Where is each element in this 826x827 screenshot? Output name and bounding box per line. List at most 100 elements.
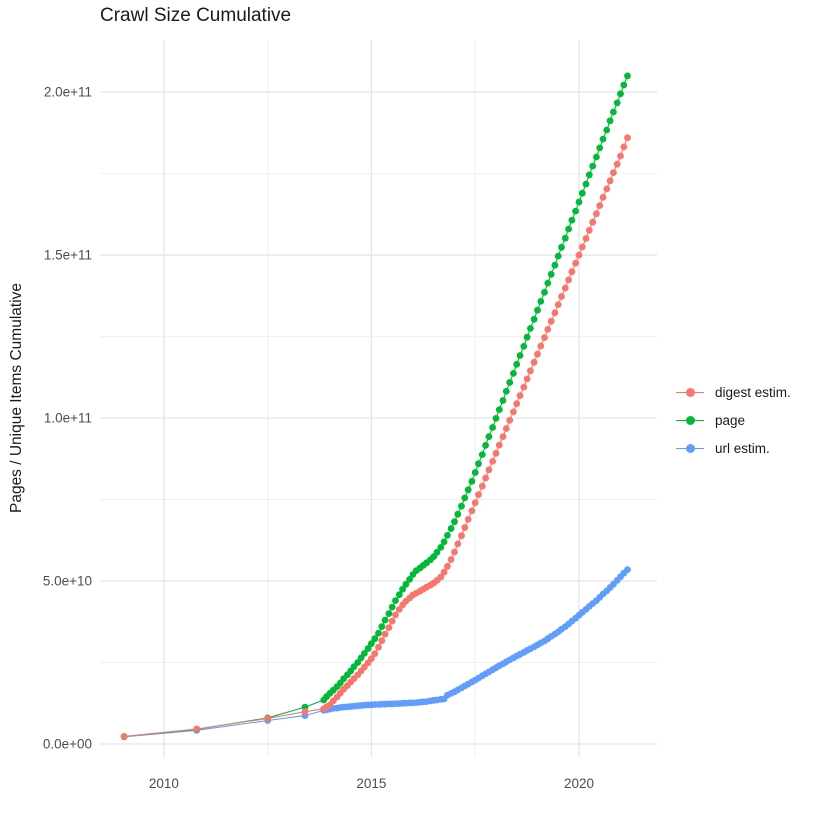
legend-item: page	[676, 411, 791, 430]
data-point-page	[482, 442, 489, 449]
legend-label: url estim.	[715, 441, 770, 456]
data-point-digest-estim-	[593, 210, 600, 218]
data-point-page	[471, 469, 479, 476]
data-point-digest-estim-	[458, 532, 465, 540]
data-point-page	[388, 603, 396, 611]
legend-key-dot	[685, 388, 695, 397]
data-point-page	[395, 591, 403, 599]
data-point-page	[516, 352, 524, 359]
legend-key-icon	[676, 443, 704, 455]
data-point-page	[585, 171, 593, 179]
data-point-page	[610, 108, 617, 116]
x-axis-tick-label: 2015	[356, 776, 386, 791]
data-point-page	[596, 144, 604, 152]
data-point-digest-estim-	[551, 309, 559, 317]
data-point-page	[613, 99, 621, 107]
data-point-digest-estim-	[489, 458, 496, 465]
legend: digest estim. page url estim.	[676, 383, 791, 467]
data-point-page	[399, 585, 406, 593]
data-point-digest-estim-	[385, 624, 393, 631]
data-point-page	[437, 544, 445, 551]
data-point-digest-estim-	[447, 556, 455, 563]
data-point-page	[572, 207, 579, 215]
y-axis-tick-label: 1.0e+11	[44, 411, 92, 426]
data-point-digest-estim-	[468, 507, 476, 515]
data-point-digest-estim-	[475, 491, 482, 498]
data-point-digest-estim-	[547, 317, 555, 325]
data-point-page	[547, 270, 555, 278]
data-point-page	[582, 180, 590, 188]
data-point-page	[392, 597, 399, 604]
data-point-page	[620, 81, 628, 89]
data-point-page	[461, 494, 469, 502]
data-point-page	[440, 538, 448, 546]
data-point-page	[378, 623, 386, 630]
data-point-page	[433, 548, 441, 556]
data-point-digest-estim-	[561, 284, 569, 292]
data-point-page	[561, 234, 569, 242]
data-point-page	[523, 333, 531, 341]
data-point-page	[447, 525, 455, 532]
data-point-digest-estim-	[537, 342, 545, 350]
data-point-page	[368, 640, 375, 647]
data-point-page	[527, 325, 534, 332]
data-point-page	[506, 379, 514, 386]
data-point-page	[371, 635, 379, 643]
data-point-digest-estim-	[444, 562, 451, 570]
data-point-digest-estim-	[471, 499, 479, 507]
data-point-digest-estim-	[596, 202, 604, 210]
data-point-page	[603, 126, 611, 134]
data-point-page	[381, 616, 389, 624]
data-point-digest-estim-	[554, 301, 562, 308]
data-point-digest-estim-	[582, 235, 590, 242]
data-point-page	[568, 216, 576, 224]
legend-key-icon	[676, 415, 704, 427]
data-point-page	[468, 477, 476, 485]
data-point-page	[402, 580, 410, 588]
data-point-page	[492, 415, 500, 422]
data-point-digest-estim-	[378, 637, 386, 645]
data-point-digest-estim-	[502, 425, 510, 432]
data-point-digest-estim-	[454, 540, 462, 548]
data-point-digest-estim-	[392, 611, 399, 619]
y-axis-tick-label: 5.0e+10	[43, 574, 92, 589]
data-point-page	[475, 460, 482, 468]
data-point-digest-estim-	[585, 226, 593, 234]
data-point-page	[502, 387, 510, 395]
data-point-page	[489, 424, 496, 431]
data-point-url-estim-	[624, 566, 631, 573]
data-point-page	[513, 360, 521, 368]
data-point-digest-estim-	[506, 416, 514, 424]
data-point-digest-estim-	[544, 326, 552, 333]
legend-label: page	[715, 413, 746, 428]
data-point-page	[624, 72, 631, 80]
data-point-page	[458, 502, 465, 510]
data-point-page	[589, 162, 597, 170]
data-point-digest-estim-	[478, 482, 486, 490]
data-point-digest-estim-	[371, 650, 379, 658]
data-point-digest-estim-	[264, 715, 272, 722]
data-point-page	[464, 486, 472, 494]
data-point-page	[478, 451, 486, 458]
data-point-digest-estim-	[464, 516, 472, 523]
data-point-digest-estim-	[624, 134, 631, 142]
data-point-digest-estim-	[578, 243, 586, 251]
data-point-digest-estim-	[617, 152, 624, 160]
data-point-page	[575, 198, 583, 206]
data-point-page	[617, 90, 624, 98]
data-point-page	[599, 135, 607, 143]
data-point-digest-estim-	[520, 383, 528, 391]
data-point-page	[451, 518, 458, 526]
data-point-digest-estim-	[568, 268, 576, 276]
data-point-digest-estim-	[120, 733, 128, 740]
x-axis-tick-label: 2020	[564, 776, 594, 791]
data-point-digest-estim-	[606, 177, 614, 185]
x-axis-tick-label: 2010	[149, 776, 179, 791]
data-point-digest-estim-	[610, 169, 617, 177]
data-point-digest-estim-	[485, 466, 493, 474]
chart-title: Crawl Size Cumulative	[100, 5, 292, 26]
data-point-page	[520, 343, 528, 350]
data-point-page	[364, 645, 372, 652]
